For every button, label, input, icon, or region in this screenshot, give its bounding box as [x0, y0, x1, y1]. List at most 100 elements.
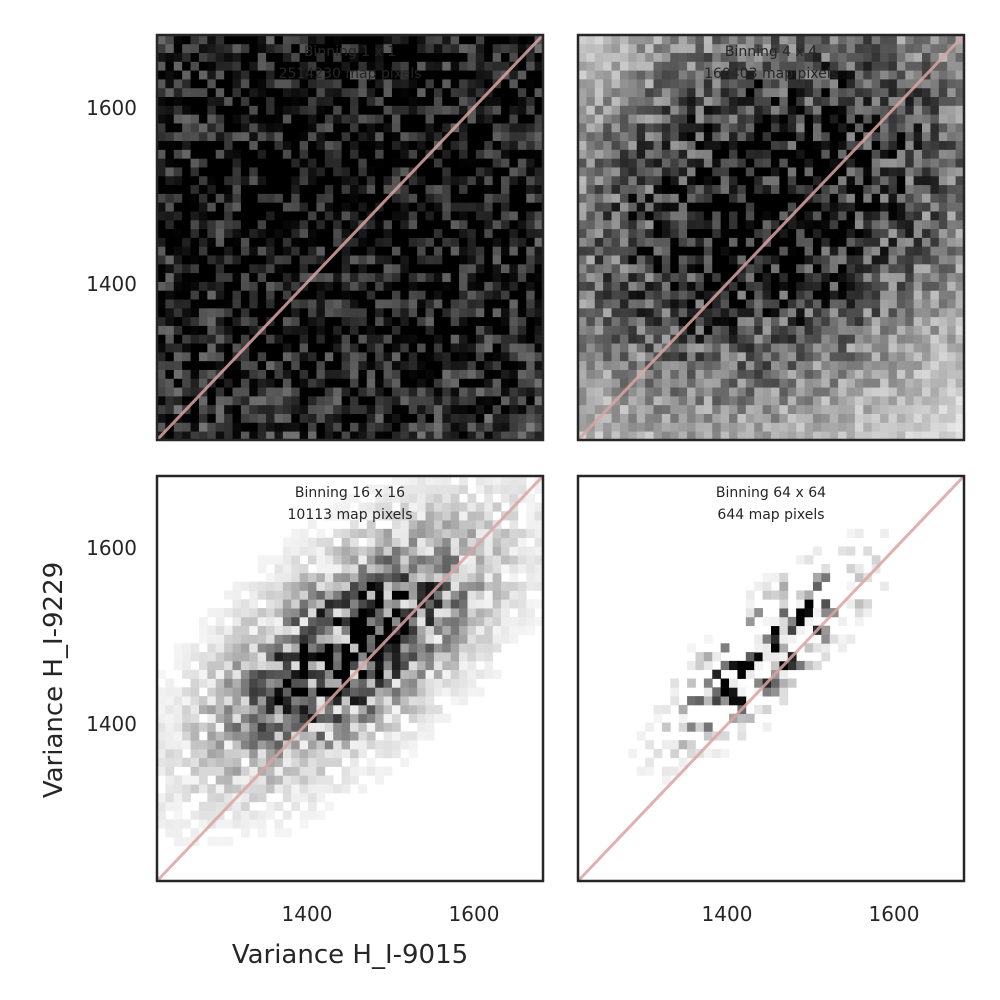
heatmap-cell [383, 246, 393, 256]
heatmap-cell [240, 61, 250, 71]
heatmap-cell [492, 246, 502, 256]
heatmap-cell [341, 608, 351, 618]
heatmap-cell [628, 114, 638, 124]
heatmap-cell [308, 360, 317, 370]
heatmap-cell [232, 114, 242, 124]
heatmap-cell [257, 351, 267, 362]
heatmap-cell [712, 360, 722, 370]
heatmap-cell [720, 378, 730, 388]
heatmap-cell [720, 360, 730, 370]
heatmap-cell [249, 696, 259, 706]
heatmap-cell [257, 167, 267, 177]
heatmap-cell [896, 404, 906, 414]
heatmap-cell [257, 669, 267, 679]
heatmap-cell [509, 228, 519, 238]
heatmap-cell [341, 422, 351, 432]
heatmap-cell [603, 299, 612, 309]
heatmap-cell [341, 704, 351, 715]
heatmap-cell [484, 299, 494, 309]
heatmap-cell [291, 713, 301, 723]
heatmap-cell [922, 299, 931, 309]
heatmap-cell [224, 237, 233, 247]
heatmap-cell [938, 404, 948, 414]
heatmap-cell [804, 378, 814, 388]
heatmap-cell [636, 290, 646, 300]
heatmap-cell [173, 387, 183, 397]
heatmap-cell [475, 413, 485, 423]
heatmap-cell [224, 819, 233, 829]
heatmap-cell [333, 581, 343, 591]
heatmap-cell [687, 219, 696, 230]
heatmap-cell [467, 431, 477, 440]
heatmap-cell [198, 175, 208, 186]
heatmap-cell [308, 246, 317, 256]
heatmap-cell [324, 722, 334, 732]
heatmap-cell [417, 299, 426, 309]
heatmap-cell [938, 395, 948, 406]
heatmap-cell [282, 228, 292, 238]
heatmap-cell [636, 351, 646, 362]
heatmap-cell [173, 96, 183, 106]
heatmap-cell [467, 316, 477, 326]
heatmap-cell [703, 149, 713, 159]
heatmap-cell [157, 395, 166, 406]
heatmap-cell [670, 272, 680, 282]
heatmap-cell [653, 334, 663, 344]
heatmap-cell [165, 757, 175, 767]
heatmap-cell [534, 404, 543, 414]
heatmap-cell [249, 35, 259, 45]
heatmap-cell [645, 193, 654, 203]
heatmap-cell [433, 35, 443, 45]
heatmap-cell [165, 272, 175, 282]
heatmap-cell [501, 96, 510, 106]
heatmap-cell [333, 369, 343, 379]
heatmap-cell [703, 237, 713, 247]
heatmap-cell [240, 105, 250, 115]
heatmap-cell [645, 307, 654, 318]
heatmap-cell [771, 307, 780, 318]
heatmap-cell [240, 307, 250, 318]
heatmap-cell [695, 237, 705, 247]
heatmap-cell [922, 79, 931, 89]
heatmap-cell [796, 175, 805, 186]
heatmap-cell [492, 334, 502, 344]
heatmap-cell [182, 184, 191, 194]
heatmap-cell [316, 555, 326, 565]
heatmap-cell [829, 422, 839, 432]
heatmap-cell [215, 784, 225, 794]
heatmap-cell [871, 343, 881, 353]
heatmap-cell [796, 325, 805, 335]
heatmap-cell [442, 43, 452, 53]
heatmap-cell [240, 387, 250, 397]
heatmap-cell [771, 114, 780, 124]
heatmap-cell [467, 211, 477, 221]
heatmap-cell [467, 395, 477, 406]
heatmap-cell [863, 149, 873, 159]
heatmap-cell [838, 246, 847, 256]
heatmap-cell [603, 35, 612, 45]
heatmap-cell [316, 634, 326, 644]
heatmap-cell [324, 431, 334, 440]
heatmap-cell [888, 131, 898, 142]
heatmap-cell [207, 634, 217, 644]
heatmap-cell [729, 123, 738, 133]
heatmap-cell [282, 378, 292, 388]
heatmap-cell [391, 131, 401, 142]
heatmap-cell [594, 228, 604, 238]
heatmap-cell [350, 43, 359, 53]
heatmap-cell [905, 263, 915, 274]
heatmap-cell [812, 307, 822, 318]
heatmap-cell [484, 263, 494, 274]
heatmap-cell [232, 713, 242, 723]
heatmap-cell [896, 316, 906, 326]
heatmap-cell [703, 281, 713, 291]
heatmap-cell [913, 237, 923, 247]
heatmap-cell [442, 61, 452, 71]
heatmap-cell [291, 184, 301, 194]
heatmap-cell [922, 360, 931, 370]
heatmap-cell [232, 590, 242, 600]
heatmap-cell [274, 740, 284, 750]
heatmap-cell [308, 61, 317, 71]
heatmap-cell [442, 140, 452, 150]
heatmap-cell [737, 149, 747, 159]
